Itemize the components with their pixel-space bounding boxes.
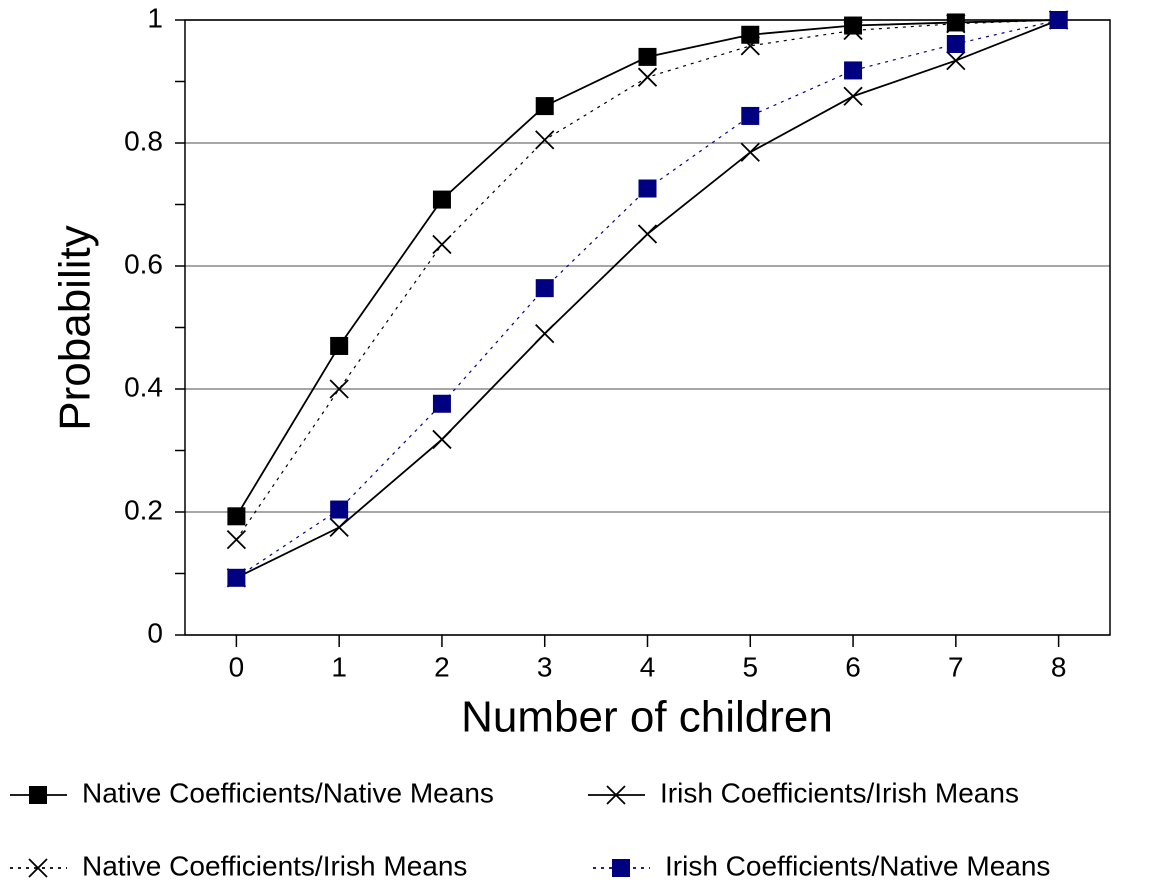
series-line: [235, 19, 1059, 517]
point: [844, 61, 863, 80]
point: [946, 50, 966, 71]
point: [740, 142, 760, 162]
y-tick-label: 0: [147, 617, 163, 648]
y-tick-label: 0.8: [124, 125, 163, 156]
point: [329, 517, 349, 538]
point: [946, 34, 965, 53]
point: [637, 224, 658, 244]
point: [638, 47, 657, 66]
point: [330, 336, 349, 355]
y-tick-label: 0.2: [124, 494, 163, 525]
y-axis-label: Probability: [51, 225, 100, 430]
point: [637, 67, 658, 87]
y-tick-label: 0.4: [124, 371, 163, 402]
y-tick-label: 1: [147, 2, 163, 33]
legend-marker: [28, 858, 48, 878]
point: [535, 97, 554, 116]
plot-frame: [184, 19, 1111, 636]
point: [329, 379, 349, 399]
legend-marker: [606, 785, 626, 805]
point: [740, 36, 760, 56]
series-line: [235, 19, 1059, 579]
point: [535, 130, 555, 150]
x-tick-label: 3: [537, 651, 553, 682]
point: [843, 20, 863, 41]
point: [227, 507, 246, 526]
x-tick-label: 8: [1051, 651, 1067, 682]
series-line: [236, 19, 1059, 579]
point: [844, 16, 863, 35]
point: [227, 568, 246, 587]
x-tick-label: 6: [845, 651, 861, 682]
x-tick-label: 5: [742, 651, 758, 682]
legend-marker: [612, 859, 630, 877]
point: [741, 25, 760, 44]
point: [1049, 11, 1068, 29]
point: [432, 429, 452, 450]
point: [330, 500, 349, 519]
point: [432, 234, 452, 255]
point: [535, 279, 554, 298]
series-line: [235, 19, 1059, 541]
point: [432, 190, 451, 209]
x-tick-label: 2: [434, 651, 450, 682]
point: [432, 394, 451, 413]
x-tick-label: 0: [229, 651, 245, 682]
y-tick-label: 0.6: [124, 248, 163, 279]
x-tick-label: 1: [331, 651, 347, 682]
point: [843, 86, 863, 106]
legend-label: Native Coefficients/Native Means: [82, 777, 494, 808]
legend-label: Irish Coefficients/Irish Means: [660, 777, 1019, 808]
point: [226, 530, 247, 550]
x-tick-label: 4: [640, 651, 656, 682]
point: [535, 324, 555, 344]
point: [638, 179, 657, 198]
legend-marker: [29, 786, 47, 804]
legend-label: Native Coefficients/Irish Means: [82, 850, 467, 881]
x-tick-label: 7: [948, 651, 964, 682]
x-axis-label: Number of children: [461, 693, 833, 742]
point: [741, 106, 760, 125]
legend-label: Irish Coefficients/Native Means: [665, 850, 1050, 881]
point: [946, 14, 966, 34]
